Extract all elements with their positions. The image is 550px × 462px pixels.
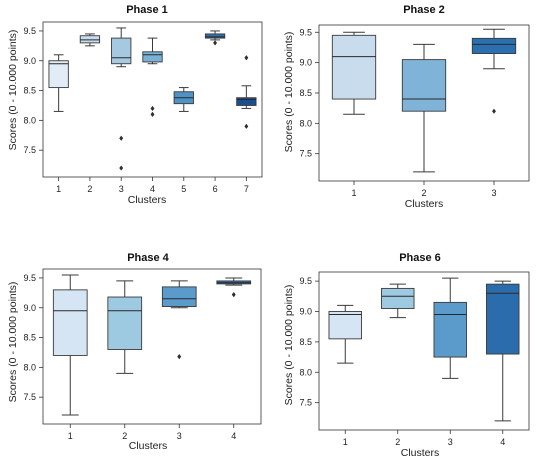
y-axis-label: Scores (0 - 10.000 points) bbox=[283, 285, 295, 406]
x-tick-label: 4 bbox=[150, 184, 155, 194]
panel-title: Phase 1 bbox=[126, 4, 168, 16]
box-cluster-2 bbox=[79, 35, 101, 44]
y-tick-label: 7.5 bbox=[23, 145, 36, 155]
x-tick-label: 3 bbox=[119, 184, 124, 194]
panel-title: Phase 6 bbox=[399, 252, 441, 264]
box-cluster-2 bbox=[107, 296, 143, 350]
box-cluster-1 bbox=[52, 289, 88, 356]
box-cluster-4 bbox=[486, 283, 520, 355]
x-tick-label: 4 bbox=[500, 437, 505, 447]
x-tick-label: 3 bbox=[177, 431, 182, 441]
y-axis-label: Scores (0 - 10.000 points) bbox=[7, 30, 19, 151]
x-axis-label: Clusters bbox=[128, 194, 167, 206]
plot-frame bbox=[42, 268, 262, 425]
y-tick-label: 9.0 bbox=[299, 58, 312, 68]
x-axis-label: Clusters bbox=[401, 447, 440, 459]
outlier-point bbox=[492, 108, 496, 114]
plot-frame bbox=[318, 271, 530, 431]
x-tick-label: 1 bbox=[68, 431, 73, 441]
y-tick-label: 9.0 bbox=[23, 56, 36, 66]
outlier-point bbox=[119, 135, 124, 141]
outlier-point bbox=[177, 354, 182, 360]
phase-4-panel: Phase 4 Scores (0 - 10.000 points) Clust… bbox=[7, 252, 262, 452]
x-tick-label: 2 bbox=[122, 431, 127, 441]
box-cluster-3 bbox=[471, 37, 517, 54]
outlier-point bbox=[150, 111, 155, 118]
box-cluster-2 bbox=[401, 59, 447, 112]
phase-2-panel: Phase 2 Scores (0 - 10.000 points) Clust… bbox=[283, 4, 530, 210]
box-cluster-2 bbox=[381, 287, 415, 309]
y-tick-label: 9.5 bbox=[23, 26, 36, 36]
x-tick-label: 6 bbox=[213, 184, 218, 194]
x-tick-label: 1 bbox=[343, 437, 348, 447]
outlier-point bbox=[150, 105, 155, 112]
x-tick-label: 4 bbox=[231, 431, 236, 441]
y-tick-label: 9.5 bbox=[299, 276, 312, 286]
phase-6-panel: Phase 6 Scores (0 - 10.000 points) Clust… bbox=[283, 252, 530, 459]
box-cluster-1 bbox=[48, 60, 69, 89]
panel-title: Phase 2 bbox=[403, 4, 445, 16]
x-tick-label: 7 bbox=[244, 184, 249, 194]
y-tick-label: 8.5 bbox=[299, 88, 312, 98]
y-tick-label: 8.5 bbox=[299, 337, 312, 347]
y-tick-label: 9.5 bbox=[23, 273, 36, 283]
x-axis-label: Clusters bbox=[405, 198, 444, 210]
outlier-point bbox=[244, 123, 249, 129]
panel-title: Phase 4 bbox=[127, 252, 169, 264]
outlier-point bbox=[213, 40, 218, 46]
box-cluster-7 bbox=[236, 97, 257, 106]
x-tick-label: 2 bbox=[421, 188, 426, 198]
x-tick-label: 3 bbox=[491, 188, 496, 198]
outlier-point bbox=[244, 55, 249, 61]
y-tick-label: 8.0 bbox=[23, 115, 36, 125]
box-cluster-1 bbox=[331, 34, 377, 100]
box-cluster-3 bbox=[161, 286, 197, 308]
x-tick-label: 2 bbox=[395, 437, 400, 447]
box-cluster-6 bbox=[204, 33, 226, 39]
y-axis-label: Scores (0 - 10.000 points) bbox=[7, 282, 19, 403]
y-tick-label: 9.5 bbox=[299, 27, 312, 37]
box-cluster-3 bbox=[111, 37, 132, 65]
x-tick-label: 3 bbox=[448, 437, 453, 447]
x-axis-label: Clusters bbox=[129, 440, 168, 452]
outlier-point bbox=[231, 292, 236, 298]
y-tick-label: 9.0 bbox=[299, 307, 312, 317]
y-tick-label: 7.5 bbox=[299, 149, 312, 159]
y-tick-label: 8.0 bbox=[299, 118, 312, 128]
y-tick-label: 7.5 bbox=[23, 392, 36, 402]
y-tick-label: 9.0 bbox=[23, 303, 36, 313]
y-tick-label: 7.5 bbox=[299, 398, 312, 408]
phase-1-panel: Phase 1 Scores (0 - 10.000 points) Clust… bbox=[7, 4, 263, 206]
box-cluster-1 bbox=[328, 311, 362, 340]
y-tick-label: 8.0 bbox=[23, 362, 36, 372]
box-cluster-4 bbox=[142, 51, 163, 63]
x-tick-label: 5 bbox=[181, 184, 186, 194]
x-tick-label: 1 bbox=[56, 184, 61, 194]
x-tick-label: 1 bbox=[351, 188, 356, 198]
x-tick-label: 2 bbox=[87, 184, 92, 194]
y-tick-label: 8.5 bbox=[23, 86, 36, 96]
box-cluster-3 bbox=[433, 301, 467, 358]
y-tick-label: 8.5 bbox=[23, 333, 36, 343]
outlier-point bbox=[119, 165, 124, 171]
y-tick-label: 8.0 bbox=[299, 367, 312, 377]
y-axis-label: Scores (0 - 10.000 points) bbox=[283, 32, 295, 153]
